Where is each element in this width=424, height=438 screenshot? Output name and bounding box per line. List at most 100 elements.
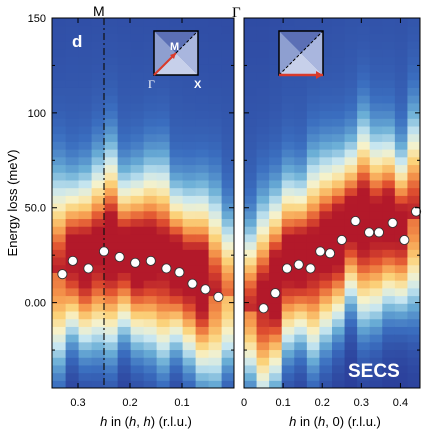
heatmap-cell <box>221 233 234 243</box>
heatmap-cell <box>407 272 420 281</box>
heatmap-cell <box>65 372 79 381</box>
heatmap-cell <box>244 241 258 250</box>
heatmap-cell <box>382 287 396 297</box>
heatmap-cell <box>357 310 371 320</box>
x-tick-label: 0.4 <box>393 397 408 409</box>
heatmap-cell <box>394 272 409 281</box>
x-tick-label: 0.1 <box>275 397 290 409</box>
heatmap-cell <box>104 226 118 235</box>
heatmap-cell <box>104 164 118 173</box>
heatmap-cell <box>281 372 295 381</box>
heatmap-cell <box>269 156 283 166</box>
heatmap-cell <box>143 95 157 104</box>
heatmap-cell <box>130 249 144 258</box>
heatmap-cell <box>407 226 420 235</box>
heatmap-cell <box>130 318 144 327</box>
heatmap-cell <box>369 41 383 50</box>
heatmap-cell <box>221 318 234 327</box>
heatmap-cell <box>65 357 79 366</box>
data-point <box>281 263 293 274</box>
data-point <box>161 263 172 274</box>
heatmap-cell <box>143 118 157 127</box>
heatmap-cell <box>244 218 258 227</box>
heatmap-cell <box>169 118 183 127</box>
heatmap-cell <box>319 179 333 189</box>
heatmap-cell <box>256 95 270 104</box>
heatmap-cell <box>195 334 209 343</box>
heatmap-cell <box>344 310 358 320</box>
heatmap-cell <box>208 141 222 150</box>
heatmap-cell <box>91 334 105 343</box>
heatmap-cell <box>394 334 409 343</box>
heatmap-cell <box>169 172 183 181</box>
heatmap-cell <box>143 233 157 243</box>
heatmap-cell <box>281 79 295 88</box>
heatmap-cell <box>143 303 157 312</box>
heatmap-cell <box>182 18 196 27</box>
heatmap-cell <box>143 210 157 220</box>
heatmap-cell <box>369 318 383 327</box>
heatmap-cell <box>91 203 105 212</box>
heatmap-cell <box>332 179 346 189</box>
heatmap-cell <box>182 95 196 104</box>
heatmap-cell <box>65 272 79 281</box>
heatmap-cell <box>195 48 209 58</box>
heatmap-cell <box>91 303 105 312</box>
heatmap-cell <box>382 95 396 104</box>
heatmap-cell <box>130 310 144 320</box>
heatmap-cell <box>256 272 270 281</box>
heatmap-cell <box>269 87 283 96</box>
heatmap-cell <box>130 372 144 381</box>
heatmap-cell <box>221 226 234 235</box>
heatmap-cell <box>407 341 420 351</box>
data-point <box>200 284 211 295</box>
heatmap-cell <box>156 303 170 312</box>
heatmap-cell <box>256 71 270 81</box>
heatmap-cell <box>52 64 66 73</box>
heatmap-cell <box>294 218 308 227</box>
heatmap-cell <box>104 141 118 150</box>
heatmap-cell <box>332 118 346 127</box>
heatmap-cell <box>244 264 258 273</box>
heatmap-cell <box>319 172 333 181</box>
heatmap-cell <box>357 334 371 343</box>
heatmap-cell <box>130 18 144 27</box>
heatmap-cell <box>382 156 396 166</box>
secs-label: SECS <box>348 361 400 382</box>
heatmap-cell <box>357 249 371 258</box>
heatmap-cell <box>281 141 295 150</box>
heatmap-cell <box>332 187 346 196</box>
heatmap-cell <box>294 349 308 358</box>
heatmap-cell <box>208 64 222 73</box>
heatmap-cell <box>182 256 196 266</box>
heatmap-cell <box>319 341 333 351</box>
heatmap-cell <box>52 41 66 50</box>
heatmap-cell <box>344 326 358 335</box>
heatmap-cell <box>369 110 383 119</box>
heatmap-cell <box>407 280 420 289</box>
heatmap-cell <box>104 95 118 104</box>
heatmap-cell <box>394 149 409 158</box>
heatmap-cell <box>117 364 131 374</box>
heatmap-cell <box>65 164 79 173</box>
heatmap-cell <box>344 210 358 220</box>
heatmap-cell <box>208 164 222 173</box>
gamma-top-label: Γ <box>232 5 241 21</box>
heatmap-cell <box>195 102 209 112</box>
heatmap-cell <box>256 164 270 173</box>
heatmap-cell <box>65 25 79 35</box>
heatmap-cell <box>78 56 92 65</box>
heatmap-cell <box>319 87 333 96</box>
heatmap-cell <box>332 264 346 273</box>
data-point <box>350 215 361 227</box>
heatmap-cell <box>407 326 420 335</box>
heatmap-cell <box>91 233 105 243</box>
heatmap-cell <box>65 118 79 127</box>
heatmap-cell <box>143 133 157 142</box>
heatmap-cell <box>382 241 396 250</box>
heatmap-cell <box>65 295 79 304</box>
heatmap-cell <box>143 125 157 135</box>
heatmap-cell <box>344 141 358 150</box>
heatmap-cell <box>319 64 333 73</box>
heatmap-cell <box>221 334 234 343</box>
